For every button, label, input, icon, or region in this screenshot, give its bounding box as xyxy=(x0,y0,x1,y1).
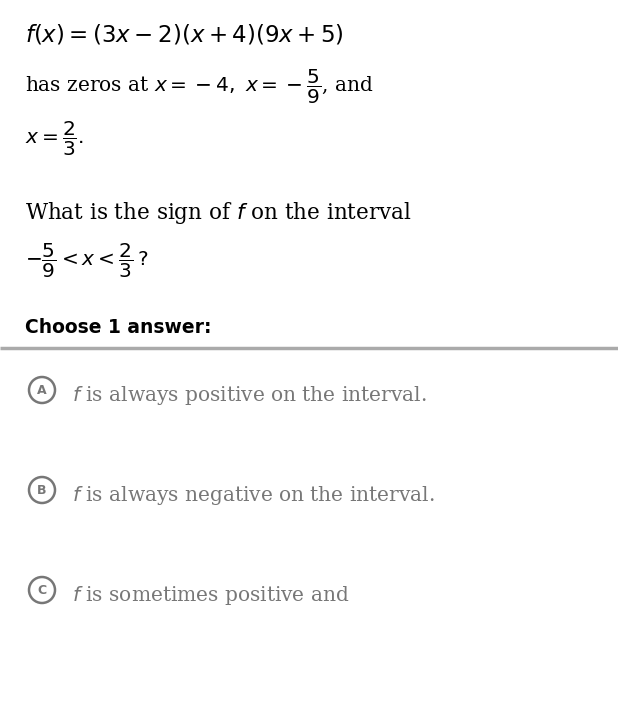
Text: $f(x) = (3x-2)(x+4)(9x+5)$: $f(x) = (3x-2)(x+4)(9x+5)$ xyxy=(25,22,344,46)
Text: $f$ is sometimes positive and: $f$ is sometimes positive and xyxy=(72,584,350,607)
Text: Choose 1 answer:: Choose 1 answer: xyxy=(25,318,211,337)
Text: $f$ is always negative on the interval.: $f$ is always negative on the interval. xyxy=(72,484,434,507)
Text: $f$ is always positive on the interval.: $f$ is always positive on the interval. xyxy=(72,384,426,407)
Text: B: B xyxy=(37,484,47,496)
Text: C: C xyxy=(38,583,46,597)
Text: has zeros at $x = -4,\ x = -\dfrac{5}{9}$, and: has zeros at $x = -4,\ x = -\dfrac{5}{9}… xyxy=(25,68,374,107)
Text: $-\dfrac{5}{9} < x < \dfrac{2}{3}\,?$: $-\dfrac{5}{9} < x < \dfrac{2}{3}\,?$ xyxy=(25,242,148,280)
Text: A: A xyxy=(37,383,47,397)
Text: What is the sign of $f$ on the interval: What is the sign of $f$ on the interval xyxy=(25,200,412,226)
Text: $x = \dfrac{2}{3}.$: $x = \dfrac{2}{3}.$ xyxy=(25,120,83,158)
